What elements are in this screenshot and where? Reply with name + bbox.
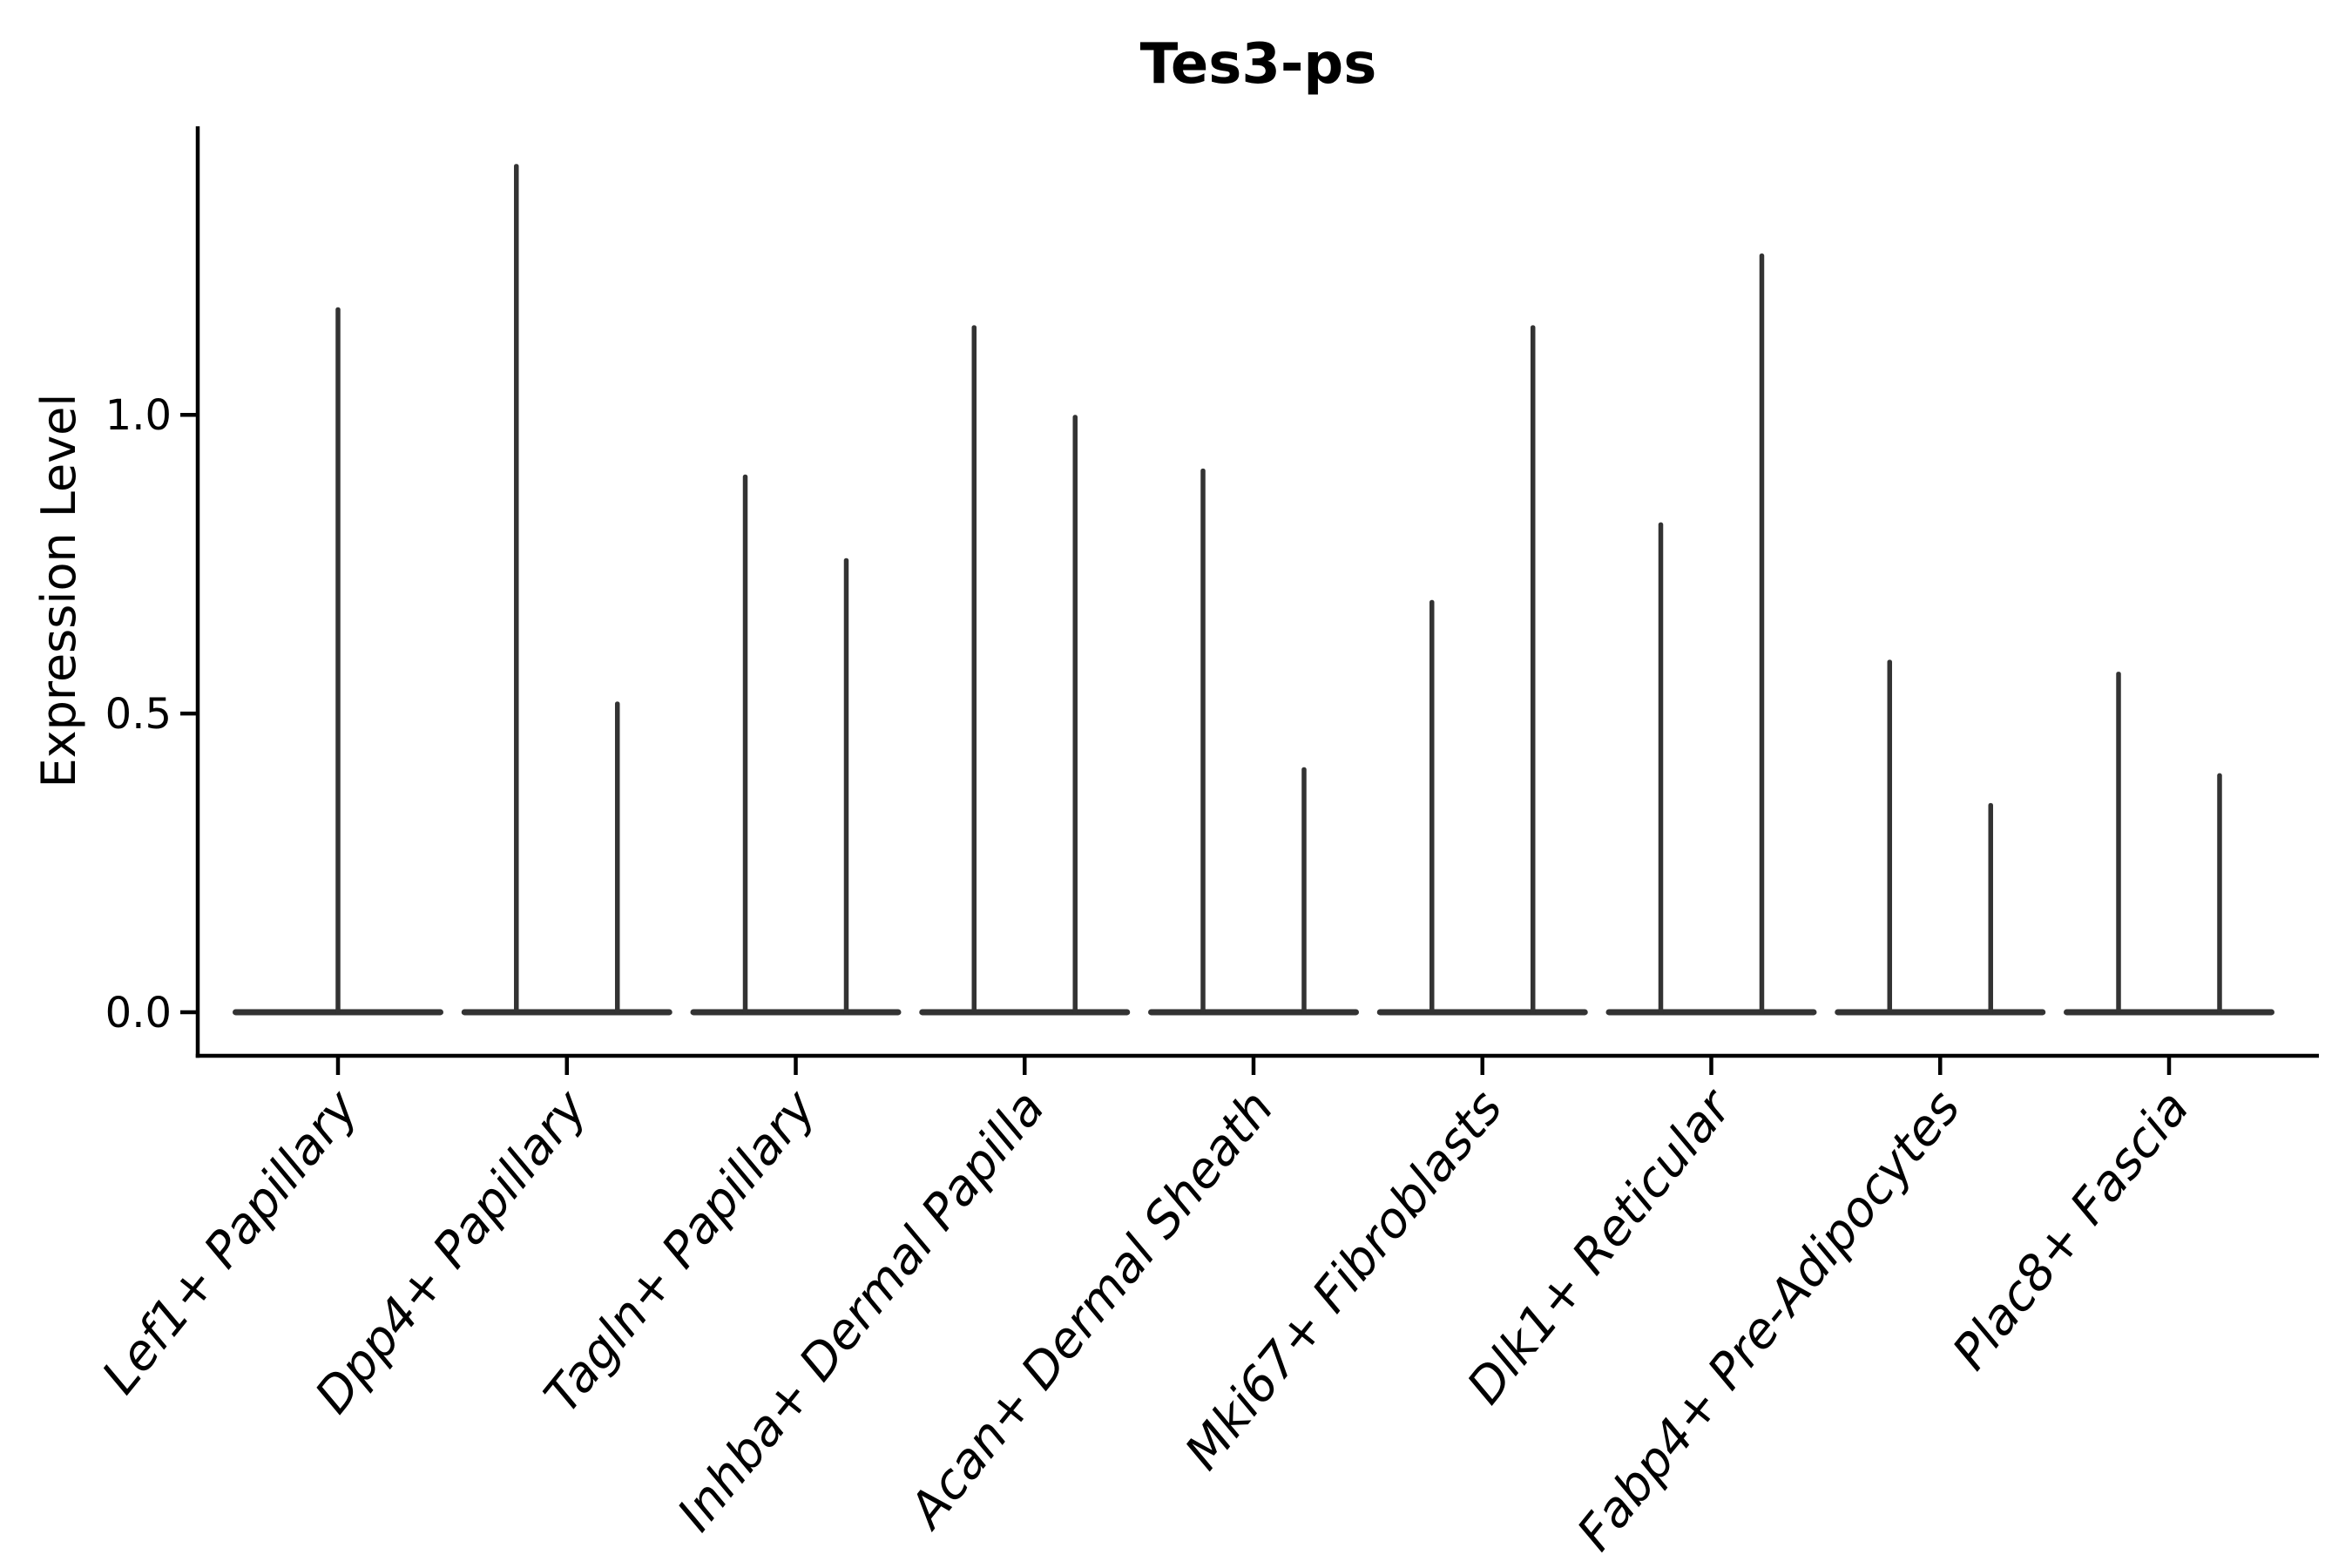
violin-spike — [335, 307, 341, 1016]
violin-spike — [2217, 773, 2222, 1016]
violin-spike — [1759, 253, 1765, 1016]
y-tick-label: 0.0 — [105, 989, 172, 1037]
y-tick-label: 0.5 — [105, 690, 172, 739]
violin-spike — [1200, 468, 1206, 1016]
violin-spike — [1887, 659, 1893, 1016]
violin-spike — [2116, 672, 2121, 1016]
violin-spike — [614, 701, 620, 1016]
violin-spike — [1658, 522, 1664, 1016]
violin-spike — [742, 474, 748, 1016]
violin-spike — [1988, 802, 1993, 1016]
x-tick-label: Lef1+ Papillary — [91, 1079, 369, 1404]
x-tick-label: Fabp4+ Pre-Adipocytes — [1566, 1080, 1971, 1561]
violin-base — [690, 1009, 902, 1016]
violin-base — [461, 1009, 672, 1016]
violin-base — [1376, 1009, 1588, 1016]
violin-base — [1605, 1009, 1817, 1016]
violin-spike — [1072, 415, 1078, 1016]
chart-title: Tes3-ps — [1139, 32, 1377, 97]
violin-base — [919, 1009, 1131, 1016]
x-tick-label: Plac8+ Fascia — [1942, 1080, 2200, 1381]
violin-spike — [514, 164, 519, 1016]
violin-spike — [843, 558, 849, 1016]
violin-base — [1835, 1009, 2046, 1016]
violin-spike — [1530, 325, 1536, 1016]
x-tick-label: Inhba+ Dermal Papilla — [666, 1080, 1056, 1542]
violin-base — [1148, 1009, 1359, 1016]
violin-spike — [1429, 599, 1435, 1016]
violin-spike — [1301, 767, 1307, 1016]
violin-spike — [971, 325, 977, 1016]
violin-base — [2064, 1009, 2274, 1016]
y-tick-label: 1.0 — [105, 391, 172, 440]
